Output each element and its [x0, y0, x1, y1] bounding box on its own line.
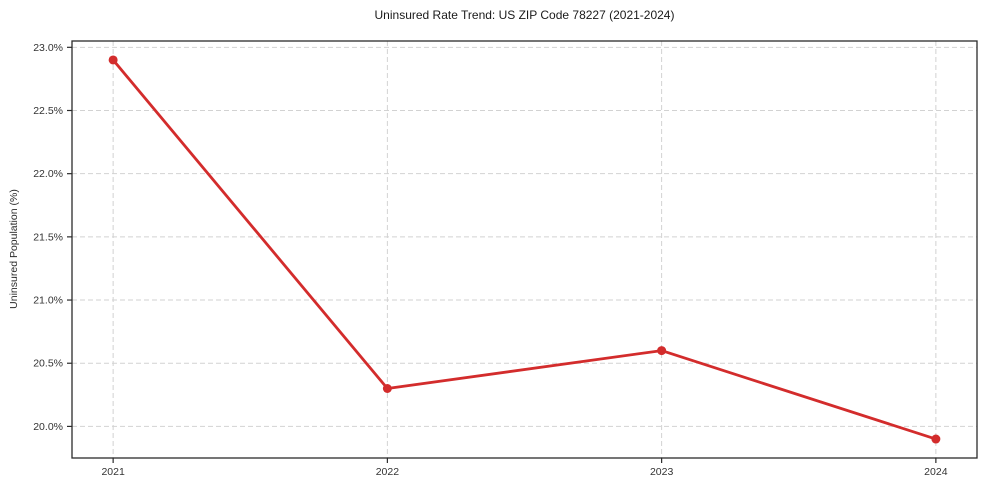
y-tick-label: 20.5% — [33, 358, 63, 370]
x-tick-label: 2022 — [376, 466, 400, 478]
data-point-2022 — [382, 384, 392, 393]
y-tick-label: 21.0% — [33, 295, 63, 307]
y-tick-label: 20.0% — [33, 421, 63, 433]
trend-line — [111, 58, 938, 441]
data-point-2024 — [931, 434, 941, 444]
x-tick-label: 2024 — [924, 466, 948, 478]
y-tick-label: 23.0% — [33, 42, 63, 54]
x-tick-label: 2021 — [101, 466, 125, 478]
data-point-2023 — [657, 346, 667, 356]
x-tick-label: 2023 — [650, 466, 674, 478]
y-tick-label: 22.5% — [33, 105, 63, 117]
chart-title: Uninsured Rate Trend: US ZIP Code 78227 … — [374, 8, 675, 22]
axes-spines — [71, 40, 978, 459]
y-tick-label: 22.0% — [33, 168, 63, 180]
data-point-2021 — [108, 55, 118, 65]
y-tick-label: 21.5% — [33, 231, 63, 243]
